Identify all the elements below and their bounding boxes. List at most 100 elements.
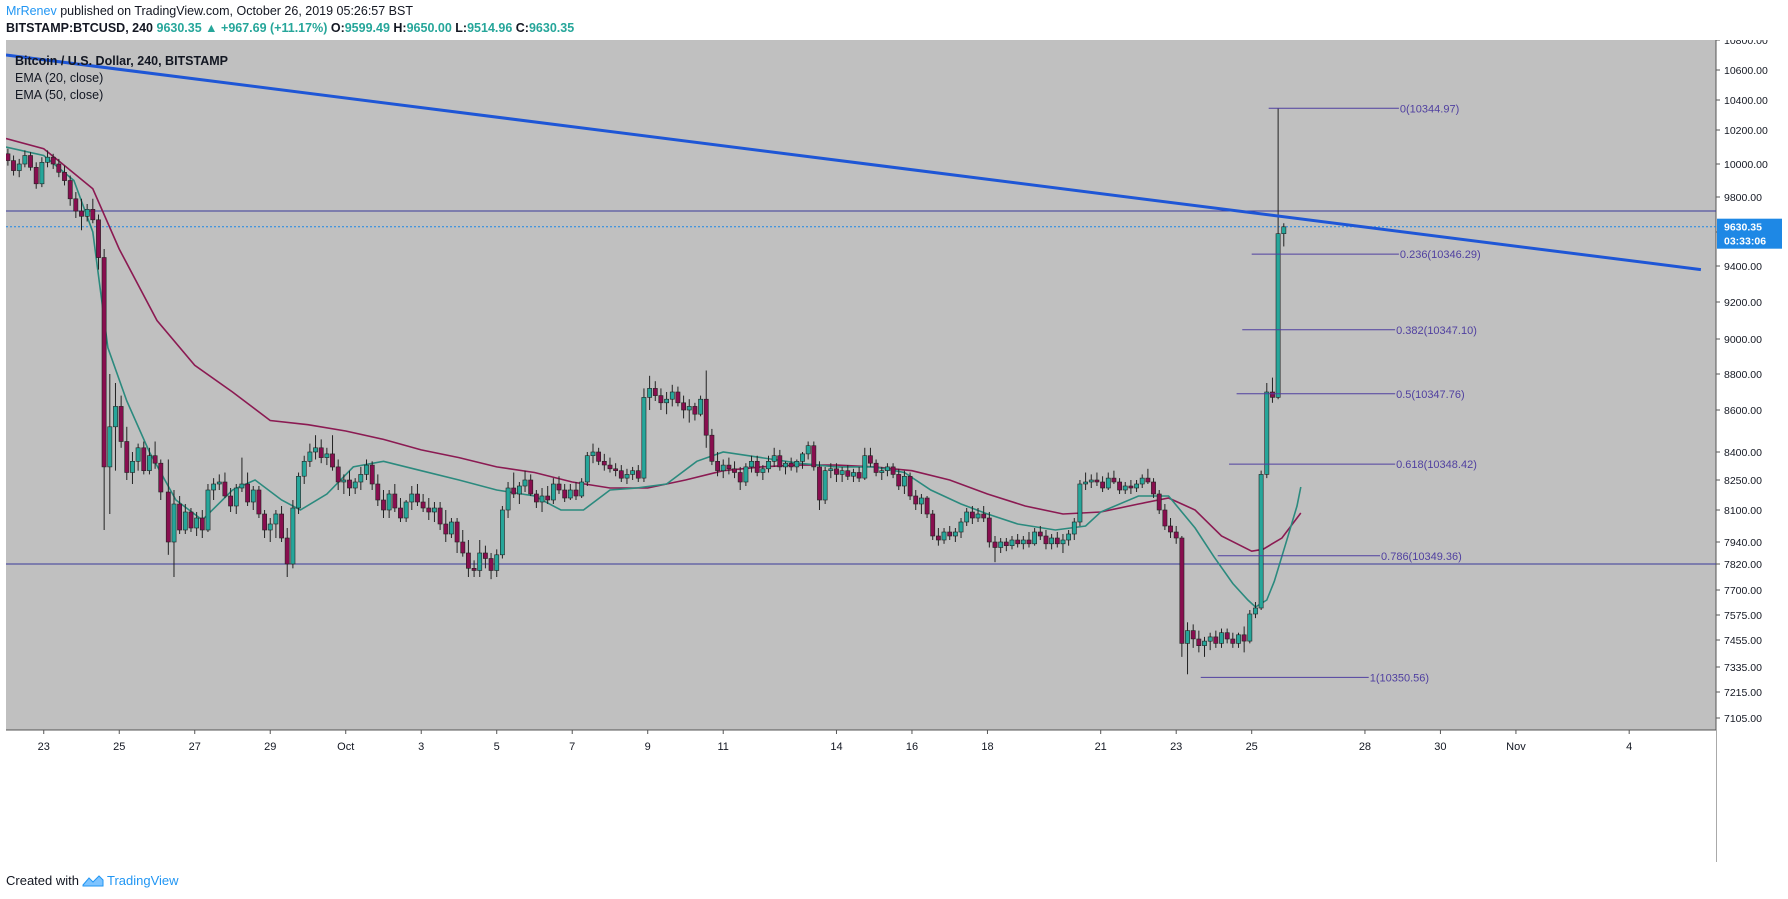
candle-body-136	[777, 455, 783, 468]
candle-body-152	[867, 455, 873, 464]
candle-body-194	[1105, 477, 1111, 489]
candle-body-94	[539, 495, 545, 503]
candle-body-87	[499, 509, 505, 556]
candle-body-91	[522, 479, 528, 487]
candle-body-96	[550, 483, 556, 501]
candle-body-108	[618, 470, 624, 479]
candle-body-34	[199, 517, 205, 531]
candle-body-162	[924, 497, 930, 515]
candle-body-2	[16, 163, 22, 171]
candle-body-138	[788, 462, 794, 468]
candle-body-163	[930, 513, 936, 537]
candle-body-128	[732, 468, 737, 473]
candle-body-21	[124, 441, 130, 473]
candle-body-153	[873, 462, 879, 473]
fib-level-label-4: 0.618(10348.42)	[1396, 459, 1477, 471]
candle-body-144	[822, 470, 828, 501]
candle-body-200	[1139, 477, 1145, 485]
candle-body-145	[828, 468, 834, 471]
candle-body-11	[67, 180, 73, 200]
candle-body-188	[1071, 521, 1077, 535]
candle-body-19	[113, 406, 118, 428]
candle-body-74	[426, 507, 432, 513]
candle-body-124	[709, 434, 715, 462]
y-tick-label-5: 9800.00	[1724, 192, 1762, 204]
candle-body-89	[511, 487, 517, 495]
candle-body-137	[783, 462, 788, 468]
candle-body-179	[1020, 539, 1026, 545]
current-price-box	[1717, 218, 1782, 249]
candle-body-20	[118, 406, 124, 442]
candle-body-106	[607, 464, 613, 470]
tradingview-brand[interactable]: TradingView	[106, 873, 179, 888]
candle-body-70	[403, 501, 409, 519]
price-chart[interactable]: 0(10344.97) 0.236(10346.29) 0.382(10347.10…	[6, 40, 1782, 862]
candle-body-104	[596, 451, 601, 462]
candle-body-111	[635, 470, 641, 479]
countdown-label: 03:33:06	[1724, 236, 1766, 248]
candle-body-220	[1253, 607, 1258, 615]
candle-body-45	[262, 513, 267, 531]
y-tick-label-22: 7105.00	[1724, 713, 1762, 725]
candle-body-176	[1003, 541, 1009, 547]
candle-body-0	[6, 153, 11, 161]
candle-body-54	[313, 447, 318, 453]
candle-body-177	[1009, 539, 1015, 546]
footer: Created with TradingView	[6, 873, 179, 888]
candle-body-67	[386, 493, 392, 511]
y-tick-label-13: 8250.00	[1724, 475, 1762, 487]
x-tick-label-3: 29	[264, 741, 276, 753]
x-tick-label-16: 28	[1359, 741, 1371, 753]
author-link[interactable]: MrRenev	[6, 4, 57, 18]
y-tick-label-8: 9200.00	[1724, 297, 1762, 309]
candle-body-47	[273, 513, 279, 525]
candle-body-73	[420, 501, 426, 509]
candle-body-102	[584, 455, 590, 483]
price-change: ▲ +967.69 (+11.17%)	[205, 21, 328, 35]
candle-body-64	[369, 464, 375, 485]
candle-body-205	[1168, 525, 1173, 533]
candle-body-14	[84, 209, 90, 217]
y-tick-label-18: 7575.00	[1724, 610, 1762, 622]
candle-body-178	[1015, 539, 1021, 545]
candle-body-213	[1213, 636, 1219, 644]
y-tick-label-12: 8400.00	[1724, 447, 1762, 459]
candle-body-39	[228, 495, 233, 507]
x-tick-label-4: Oct	[337, 741, 354, 753]
candle-body-55	[318, 447, 324, 458]
candle-body-86	[494, 554, 500, 571]
candle-body-116	[664, 398, 669, 404]
candle-body-15	[90, 209, 96, 221]
fib-level-label-6: 1(10350.56)	[1370, 672, 1429, 684]
candle-body-133	[760, 468, 766, 473]
candle-body-195	[1111, 477, 1117, 483]
candle-body-78	[448, 521, 454, 535]
candle-body-206	[1173, 531, 1179, 539]
y-tick-label-20: 7335.00	[1724, 662, 1762, 674]
fib-level-label-2: 0.382(10347.10)	[1396, 325, 1477, 337]
candle-body-198	[1128, 485, 1134, 489]
candle-body-166	[947, 531, 953, 537]
candle-body-112	[641, 397, 647, 479]
fib-level-label-3: 0.5(10347.76)	[1396, 389, 1465, 401]
candle-body-193	[1100, 481, 1105, 489]
candle-body-186	[1060, 539, 1066, 545]
candle-body-110	[630, 470, 635, 475]
candle-body-192	[1094, 479, 1100, 483]
plot-background	[6, 40, 1716, 730]
candle-body-97	[556, 483, 562, 491]
trendline	[6, 53, 1702, 272]
time-axis	[6, 730, 1716, 862]
candle-body-150	[856, 472, 862, 479]
candle-body-157	[896, 474, 902, 487]
candle-body-33	[194, 517, 199, 529]
publish-text: published on TradingView.com, October 26…	[60, 4, 413, 18]
candle-body-28	[165, 491, 171, 543]
candle-body-210	[1196, 638, 1202, 646]
fib-level-label-1: 0.236(10346.29)	[1400, 249, 1481, 261]
candle-body-37	[216, 481, 222, 485]
candle-body-113	[647, 388, 652, 398]
candle-body-148	[845, 470, 851, 477]
y-tick-label-9: 9000.00	[1724, 334, 1762, 346]
candle-body-60	[347, 479, 352, 489]
